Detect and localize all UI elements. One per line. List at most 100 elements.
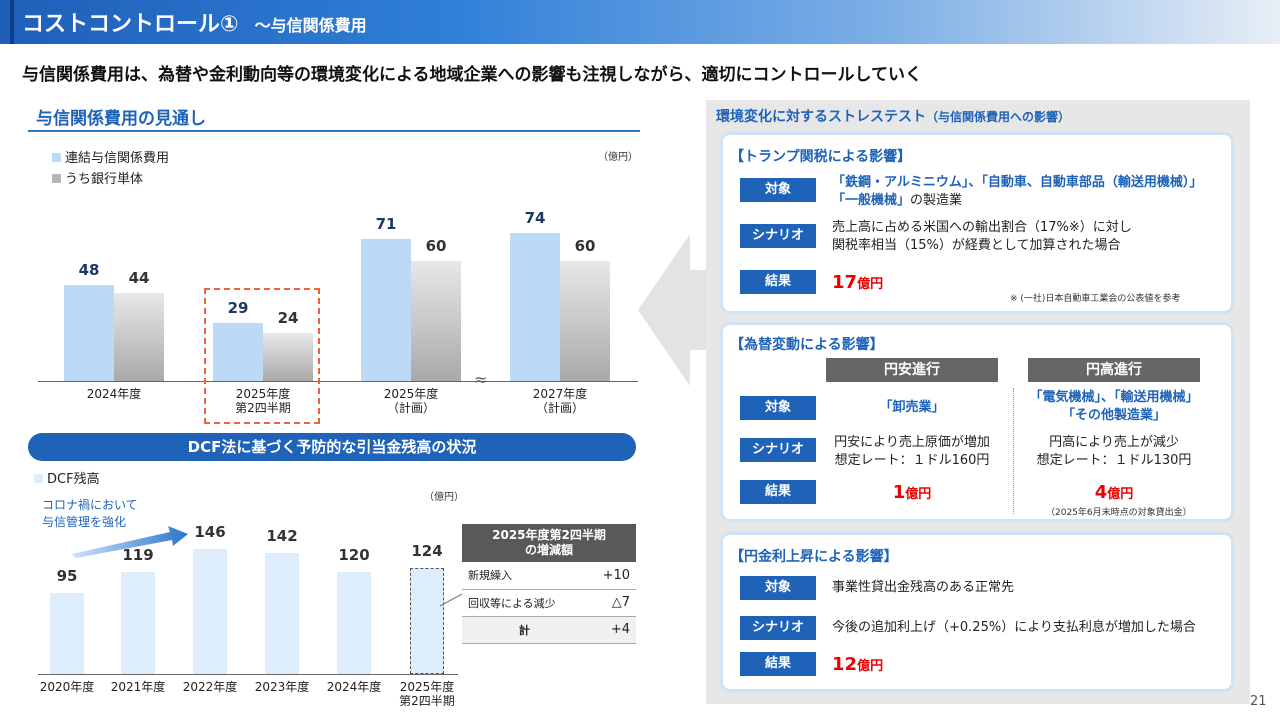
dcf-legend-label: DCF残高 <box>47 472 100 487</box>
tag-target: 対象 <box>740 396 816 420</box>
title-main: コストコントロール① <box>22 12 239 37</box>
dcf-category-label: 2025年度 第2四半期 <box>389 680 465 708</box>
category-label: 2025年度 第2四半期 <box>213 387 313 415</box>
tag-result: 結果 <box>740 480 816 504</box>
bar-value-label: 71 <box>375 215 397 233</box>
title-sub: ～与信関係費用 <box>254 16 367 35</box>
page-title: コストコントロール① ～与信関係費用 <box>22 6 367 38</box>
table-title-line: の増減額 <box>524 543 573 557</box>
tariff-target-line: 「鉄鋼・アルミニウム」、「自動車、自動車部品（輸送用機械）」 <box>832 175 1203 190</box>
bar-value-label: 60 <box>425 237 447 255</box>
dcf-bar <box>50 592 84 674</box>
row-label: 新規繰入 <box>462 562 587 590</box>
tariff-heading: 【トランプ関税による影響】 <box>730 149 912 165</box>
tariff-target-line: 「一般機械」 <box>832 193 911 208</box>
rate-heading: 【円金利上昇による影響】 <box>730 549 898 565</box>
bar-value-label: 60 <box>574 237 596 255</box>
table-title-line: 2025年度第2四半期 <box>492 528 606 542</box>
result-number: 17 <box>832 272 858 293</box>
legend-swatch-dcf <box>34 474 43 483</box>
dcf-category-label: 2020年度 <box>29 680 105 694</box>
fx-divider <box>1013 388 1014 514</box>
bar-value-label: 44 <box>128 269 150 287</box>
weak-yen-scenario: 円安により売上原価が増加 想定レート：１ドル160円 <box>820 434 1004 470</box>
dcf-legend: DCF残高 <box>34 468 100 487</box>
dcf-annotation: コロナ禍において 与信管理を強化 <box>42 497 138 531</box>
result-number: 1 <box>892 482 906 503</box>
weak-yen-result: 1億円 <box>826 482 998 503</box>
bar-value-label: 24 <box>277 309 299 327</box>
dcf-axis <box>38 674 458 675</box>
dcf-unit: （億円） <box>424 492 464 503</box>
dcf-category-label: 2021年度 <box>100 680 176 694</box>
rate-scenario: 今後の追加利上げ（+0.25%）により支払利息が増加した場合 <box>832 620 1196 635</box>
annotation-line: コロナ禍において <box>42 498 138 512</box>
bar-bank <box>560 261 610 381</box>
tag-result: 結果 <box>740 270 816 294</box>
dcf-section-title: DCF法に基づく予防的な引当金残高の状況 <box>28 433 636 461</box>
header-accent <box>10 0 14 44</box>
outlook-axis <box>38 381 638 382</box>
stress-title-main: 環境変化に対するストレステスト <box>716 109 926 125</box>
tariff-target: 「鉄鋼・アルミニウム」、「自動車、自動車部品（輸送用機械）」 「一般機械」の製造業 <box>832 174 1202 210</box>
result-number: 12 <box>832 654 858 675</box>
bar-bank <box>263 333 313 381</box>
result-unit: 億円 <box>905 487 932 502</box>
category-line: 2025年度 <box>235 387 291 401</box>
strong-yen-header: 円高進行 <box>1028 358 1200 382</box>
dcf-value-label: 142 <box>266 526 298 545</box>
row-value: +10 <box>586 562 636 590</box>
legend-consolidated: 連結与信関係費用 <box>52 147 169 166</box>
highlight-box <box>204 288 320 424</box>
increase-table: 2025年度第2四半期 の増減額 新規繰入 +10 回収等による減少 △7 計 +4 <box>462 524 636 644</box>
fx-heading: 【為替変動による影響】 <box>730 337 884 353</box>
table-title: 2025年度第2四半期 の増減額 <box>462 524 636 562</box>
legend-swatch-grey <box>52 174 61 183</box>
dcf-value-label: 95 <box>56 566 78 585</box>
category-label: 2025年度 （計画） <box>361 387 461 415</box>
target-line: 「電気機械」、「輸送用機械」 <box>1029 390 1199 405</box>
scenario-line: 関税率相当（15%）が経費として加算された場合 <box>832 238 1121 253</box>
legend-swatch-blue <box>52 153 61 162</box>
result-unit: 億円 <box>1107 487 1134 502</box>
page-number: 21 <box>1250 694 1267 709</box>
bar-value-label: 48 <box>78 261 100 279</box>
category-line: 2025年度 <box>399 680 455 694</box>
dcf-bar <box>193 549 227 674</box>
result-unit: 億円 <box>857 659 884 674</box>
header-bar <box>0 0 1280 44</box>
strong-yen-target: 「電気機械」、「輸送用機械」 「その他製造業」 <box>1014 389 1214 425</box>
category-line: 2025年度 <box>383 387 439 401</box>
scenario-line: 円高により売上が減少 <box>1049 435 1179 450</box>
scenario-line: 想定レート：１ドル130円 <box>1036 453 1192 468</box>
outlook-title-text: 与信関係費用の見通し <box>36 109 206 129</box>
weak-yen-header: 円安進行 <box>826 358 998 382</box>
table-row: 新規繰入 +10 <box>462 562 636 590</box>
category-label: 2027年度 （計画） <box>510 387 610 415</box>
row-value: △7 <box>586 589 636 617</box>
outlook-unit: （億円） <box>598 152 638 163</box>
annotation-line: 与信管理を強化 <box>42 515 127 529</box>
rate-target: 事業性貸出金残高のある正常先 <box>832 580 1015 595</box>
tariff-note: ※ (一社)日本自動車工業会の公表値を参考 <box>1010 294 1181 304</box>
row-label: 回収等による減少 <box>462 589 587 617</box>
bar-value-label: 74 <box>524 209 546 227</box>
stress-title-sub: （与信関係費用への影響） <box>926 110 1071 124</box>
tag-scenario: シナリオ <box>740 438 816 462</box>
table-header: 2025年度第2四半期 の増減額 <box>462 524 636 562</box>
row-label: 計 <box>462 616 587 644</box>
tariff-result: 17億円 <box>832 272 883 293</box>
tag-target: 対象 <box>740 178 816 202</box>
scenario-line: 円安により売上原価が増加 <box>834 435 990 450</box>
target-line: 「その他製造業」 <box>1061 408 1166 423</box>
weak-yen-target: 「卸売業」 <box>879 400 945 415</box>
dcf-bar <box>410 568 444 674</box>
tag-scenario: シナリオ <box>740 616 816 640</box>
rate-result: 12億円 <box>832 654 883 675</box>
category-line: （計画） <box>535 401 584 415</box>
result-number: 4 <box>1094 482 1108 503</box>
table-row: 回収等による減少 △7 <box>462 589 636 617</box>
scenario-line: 売上高に占める米国への輸出割合（17%※）に対し <box>832 220 1132 235</box>
category-line: 2024年度 <box>86 387 142 401</box>
row-value: +4 <box>586 616 636 644</box>
